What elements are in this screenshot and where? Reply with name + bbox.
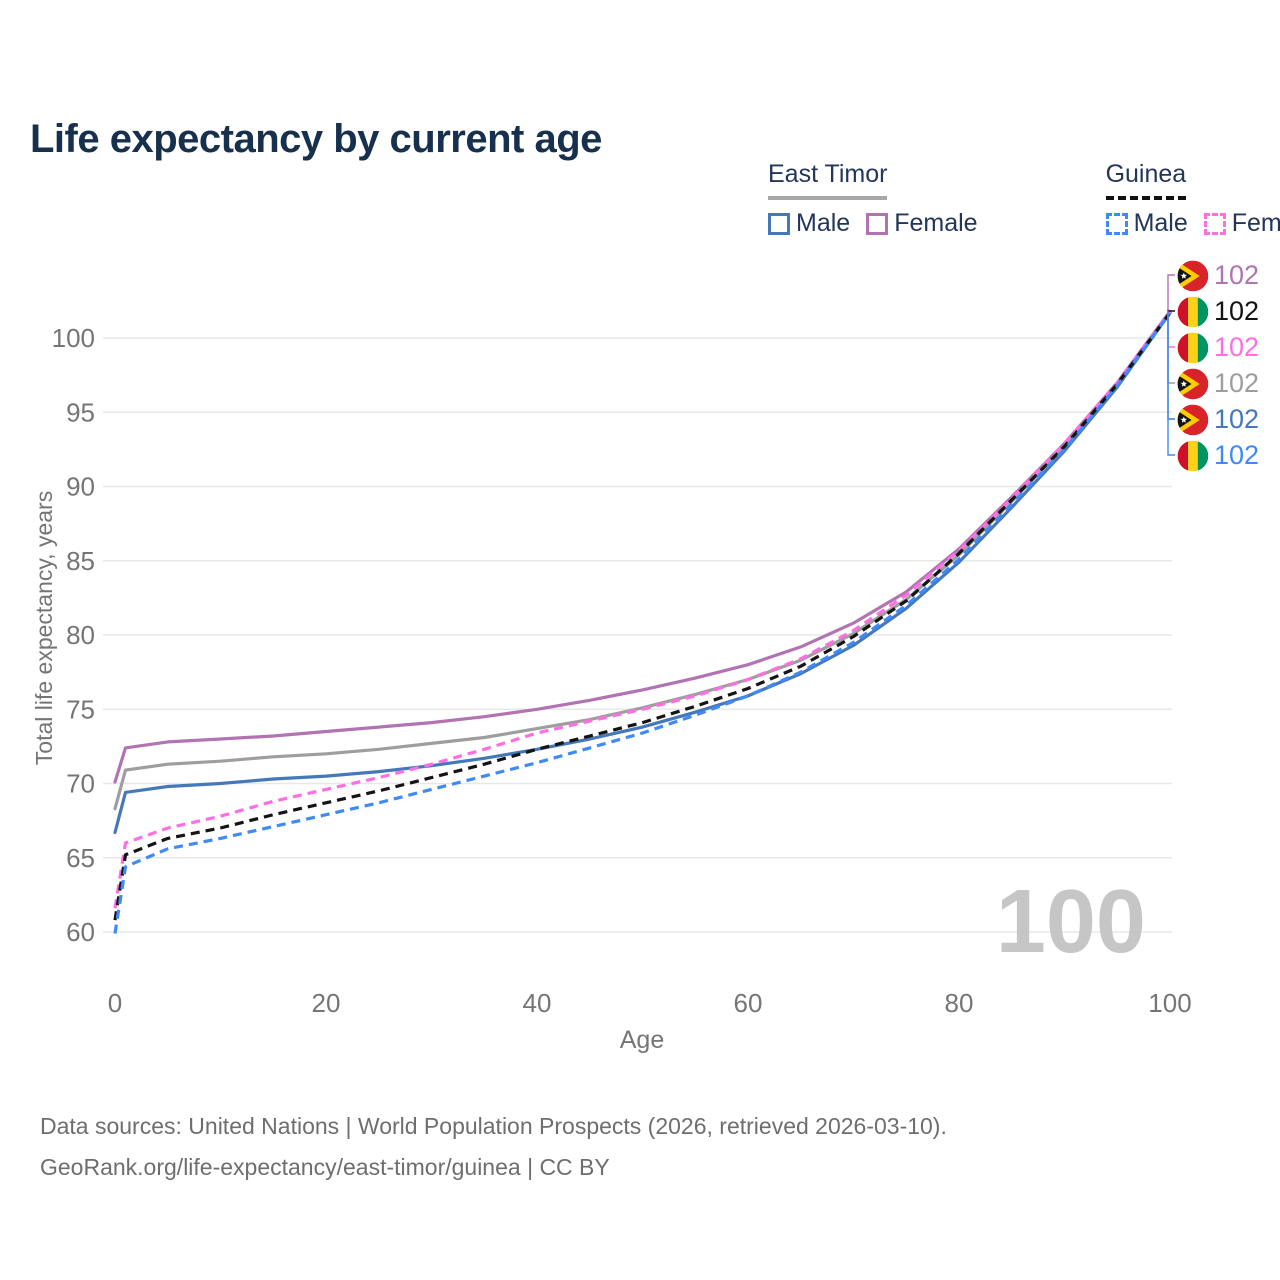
x-tick-label: 80 [945, 988, 974, 1018]
legend-entry-east-timor-male[interactable]: Male [768, 209, 850, 238]
legend-country-guinea[interactable]: Guinea [1105, 160, 1187, 200]
legend-entry-label: Male [1133, 209, 1188, 237]
y-tick-label: 95 [66, 397, 95, 427]
end-value-label: 102 [1214, 260, 1259, 290]
series-line-guinea-both-sexes[interactable] [113, 311, 1172, 921]
east-timor-flag-icon [1178, 369, 1209, 400]
line-swatch-icon [1105, 212, 1128, 235]
series-line-guinea-male[interactable] [113, 311, 1172, 934]
legend-entry-label: Female [1231, 209, 1280, 237]
end-value-label: 102 [1214, 404, 1259, 434]
guinea-flag-icon [1178, 297, 1209, 328]
x-tick-label: 60 [734, 988, 763, 1018]
legend-group-east-timor: East Timor Male Female [768, 160, 978, 238]
end-value-label: 102 [1214, 296, 1259, 326]
y-tick-label: 100 [52, 323, 95, 353]
leader-line [1167, 312, 1175, 384]
legend-entries-east-timor: Male Female [768, 209, 978, 238]
leader-line [1167, 274, 1175, 312]
y-tick-label: 60 [66, 917, 95, 947]
axis-labels: 60 65 70 75 80 85 90 95 100 0 20 40 60 80 100 [52, 323, 1192, 1018]
legend-entry-label: Female [894, 209, 978, 237]
x-tick-label: 40 [523, 988, 552, 1018]
y-tick-label: 70 [66, 769, 95, 799]
series-line-east-timor-female[interactable] [113, 309, 1172, 784]
data-sources-line: Data sources: United Nations | World Pop… [40, 1113, 947, 1139]
page-title: Life expectancy by current age [30, 116, 602, 161]
end-value-label: 102 [1214, 332, 1259, 362]
age-watermark: 100 [996, 872, 1146, 972]
x-tick-label: 100 [1148, 988, 1191, 1018]
x-tick-label: 0 [108, 988, 122, 1018]
y-tick-label: 90 [66, 472, 95, 502]
legend: East Timor Male Female Guinea Male Femal… [768, 160, 1280, 238]
legend-group-guinea: Guinea Male Female [1105, 160, 1280, 238]
east-timor-flag-icon [1178, 261, 1209, 292]
legend-entries-guinea: Male Female [1105, 209, 1280, 238]
legend-entry-guinea-female[interactable]: Female [1203, 209, 1280, 238]
guinea-flag-icon [1178, 441, 1209, 472]
guinea-flag-icon [1178, 333, 1209, 364]
x-axis-title: Age [620, 1026, 664, 1054]
series-line-guinea-female[interactable] [113, 310, 1172, 909]
attribution-line: GeoRank.org/life-expectancy/east-timor/g… [40, 1154, 610, 1180]
end-value-label: 102 [1214, 440, 1259, 470]
gridlines [103, 337, 1172, 933]
legend-entry-label: Male [796, 209, 851, 237]
legend-entry-east-timor-female[interactable]: Female [866, 209, 978, 238]
y-tick-label: 85 [66, 546, 95, 576]
footer: Data sources: United Nations | World Pop… [40, 1106, 947, 1188]
y-tick-label: 80 [66, 620, 95, 650]
line-swatch-icon [768, 212, 790, 235]
y-axis-title: Total life expectancy, years [31, 491, 57, 765]
series-line-east-timor-male[interactable] [113, 311, 1172, 835]
east-timor-flag-icon [1178, 405, 1209, 436]
leader-line [1167, 312, 1175, 456]
legend-country-east-timor[interactable]: East Timor [768, 160, 888, 200]
legend-entry-guinea-male[interactable]: Male [1105, 209, 1188, 238]
line-swatch-icon [1203, 212, 1226, 235]
y-tick-label: 65 [66, 843, 95, 873]
end-value-label: 102 [1214, 368, 1259, 398]
leader-line [1167, 312, 1175, 420]
line-swatch-icon [866, 212, 889, 235]
y-tick-label: 75 [66, 694, 95, 724]
x-tick-label: 20 [312, 988, 341, 1018]
